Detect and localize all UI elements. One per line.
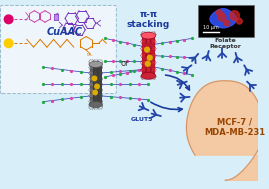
Text: CuAAC: CuAAC — [47, 27, 83, 37]
Ellipse shape — [89, 101, 102, 108]
Ellipse shape — [141, 72, 156, 79]
Bar — [90, 64, 102, 105]
Text: NH₂: NH₂ — [87, 53, 93, 57]
Circle shape — [236, 18, 242, 24]
Circle shape — [224, 20, 230, 26]
FancyArrowPatch shape — [151, 102, 182, 112]
Circle shape — [93, 90, 97, 95]
Bar — [90, 64, 93, 105]
FancyArrowPatch shape — [165, 75, 189, 90]
Circle shape — [218, 14, 226, 21]
FancyBboxPatch shape — [54, 14, 59, 21]
Circle shape — [217, 10, 222, 15]
Circle shape — [145, 47, 150, 52]
Text: MCF-7 /
MDA-MB-231: MCF-7 / MDA-MB-231 — [204, 118, 265, 137]
Text: π-π
stacking: π-π stacking — [127, 10, 170, 29]
Circle shape — [4, 39, 13, 48]
Ellipse shape — [141, 32, 156, 39]
Polygon shape — [210, 9, 236, 28]
Text: GLUT5: GLUT5 — [130, 117, 153, 122]
Circle shape — [230, 11, 239, 20]
Text: 10 μm: 10 μm — [203, 25, 219, 30]
Ellipse shape — [89, 61, 102, 67]
Circle shape — [92, 76, 97, 81]
Circle shape — [145, 61, 150, 66]
Circle shape — [95, 84, 99, 89]
Polygon shape — [186, 81, 264, 180]
Bar — [198, 5, 254, 36]
Bar — [142, 36, 155, 76]
Circle shape — [147, 55, 152, 60]
Text: Folate
Receptor: Folate Receptor — [209, 38, 241, 49]
Text: or: or — [120, 59, 129, 68]
FancyBboxPatch shape — [1, 5, 116, 94]
Circle shape — [4, 15, 13, 24]
